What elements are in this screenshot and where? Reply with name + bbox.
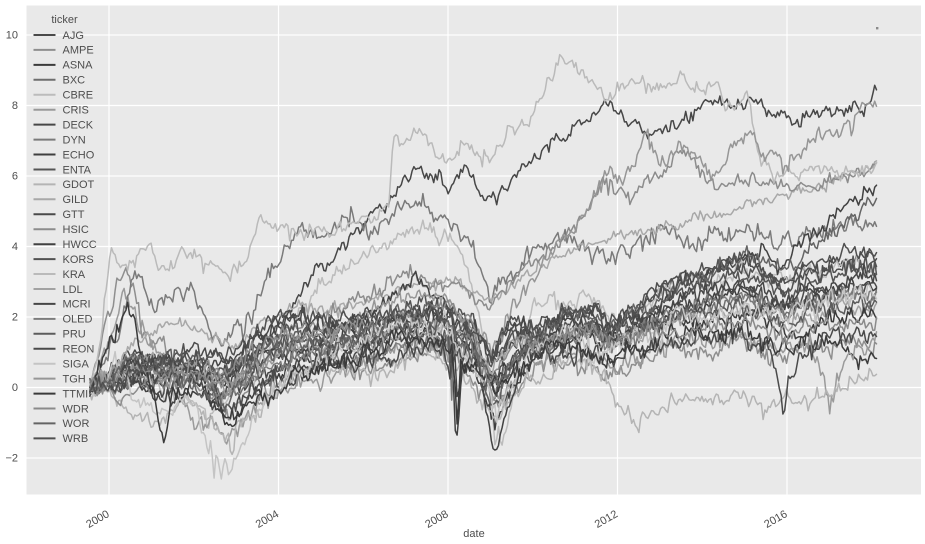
svg-text:10: 10	[6, 30, 18, 42]
svg-text:CBRE: CBRE	[63, 90, 94, 102]
svg-text:ASNA: ASNA	[63, 60, 94, 72]
svg-text:AMPE: AMPE	[63, 45, 94, 57]
svg-text:KORS: KORS	[63, 254, 94, 266]
svg-text:GILD: GILD	[63, 194, 89, 206]
svg-text:SIGA: SIGA	[63, 359, 90, 371]
svg-text:−2: −2	[5, 453, 18, 465]
svg-text:HSIC: HSIC	[63, 224, 89, 236]
svg-text:WRB: WRB	[63, 433, 89, 445]
svg-text:LDL: LDL	[63, 284, 83, 296]
svg-text:DYN: DYN	[63, 134, 86, 146]
svg-text:WOR: WOR	[63, 418, 90, 430]
svg-text:BXC: BXC	[63, 75, 86, 87]
svg-text:DECK: DECK	[63, 119, 94, 131]
svg-text:REON: REON	[63, 344, 95, 356]
svg-text:GDOT: GDOT	[63, 179, 95, 191]
svg-text:OLED: OLED	[63, 314, 93, 326]
svg-text:6: 6	[12, 171, 18, 183]
svg-text:ticker: ticker	[51, 14, 78, 26]
svg-text:2: 2	[12, 312, 18, 324]
svg-text:8: 8	[12, 100, 18, 112]
svg-text:AJG: AJG	[63, 30, 84, 42]
svg-text:TGH: TGH	[63, 373, 86, 385]
svg-text:date: date	[463, 528, 484, 540]
svg-text:ENTA: ENTA	[63, 164, 92, 176]
svg-text:HWCC: HWCC	[63, 239, 97, 251]
svg-text:PRU: PRU	[63, 329, 86, 341]
svg-text:KRA: KRA	[63, 269, 86, 281]
svg-text:MCRI: MCRI	[63, 299, 91, 311]
svg-text:GTT: GTT	[63, 209, 85, 221]
svg-text:ECHO: ECHO	[63, 149, 95, 161]
svg-text:TTMI: TTMI	[63, 388, 89, 400]
svg-text:4: 4	[12, 241, 18, 253]
svg-text:CRIS: CRIS	[63, 105, 89, 117]
svg-text:0: 0	[12, 382, 18, 394]
svg-text:WDR: WDR	[63, 403, 89, 415]
